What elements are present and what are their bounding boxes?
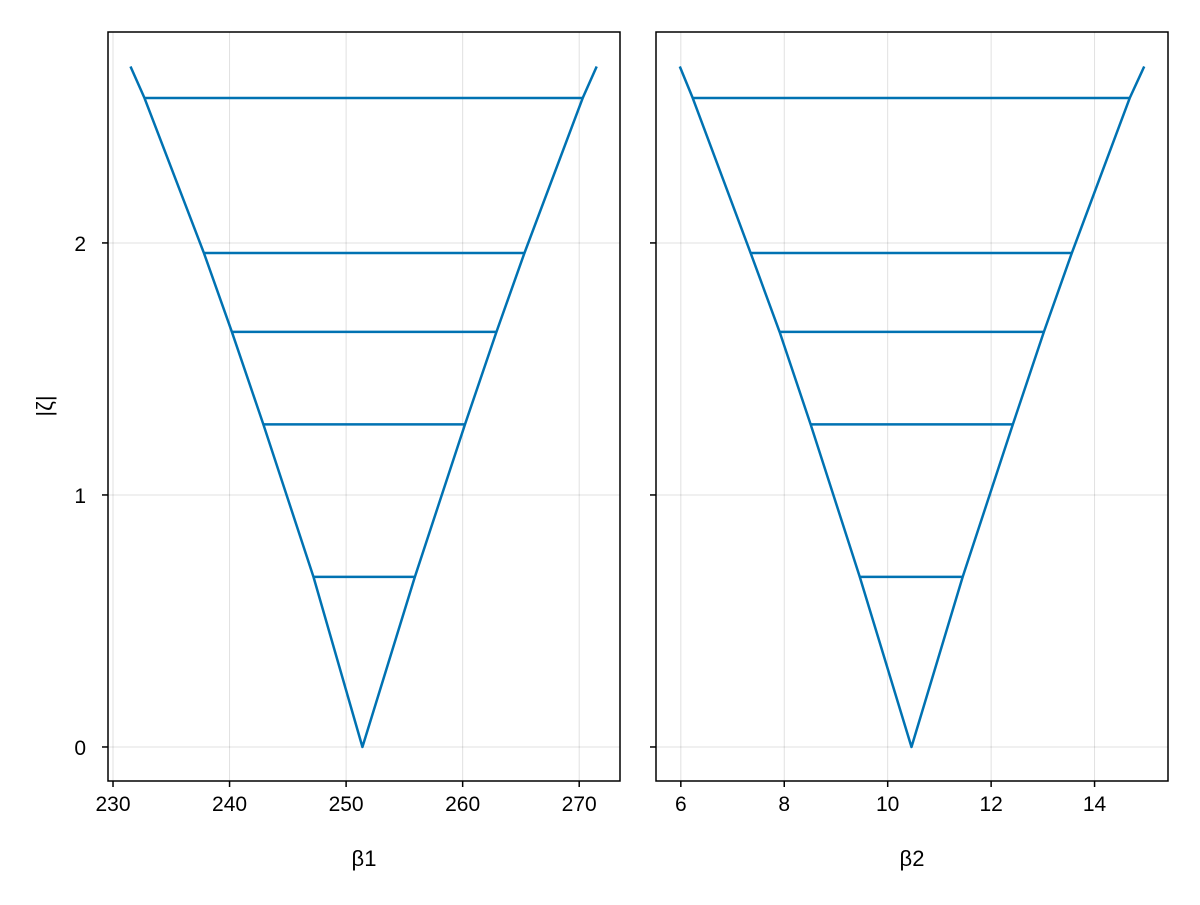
y-tick-label: 1 <box>74 485 86 508</box>
y-axis-label: |ζ| <box>32 395 57 416</box>
v-curve <box>678 66 1146 749</box>
panel-beta2: 6 8 10 12 14 <box>650 31 1169 816</box>
panel-beta1: 230 240 250 260 270 0 1 2 <box>74 31 621 816</box>
x-tick-label: 12 <box>979 793 1002 816</box>
x-tick-label: 14 <box>1083 793 1107 816</box>
v-curve <box>129 66 598 749</box>
x-tick-label: 250 <box>329 793 364 816</box>
x-axis-label-beta1: β1 <box>352 846 377 871</box>
x-tick-label: 10 <box>876 793 899 816</box>
y-tick-label: 2 <box>74 233 86 256</box>
x-tick-label: 6 <box>675 793 687 816</box>
x-tick-label: 8 <box>778 793 790 816</box>
axes-frame <box>655 31 1169 782</box>
x-tick-label: 230 <box>95 793 130 816</box>
x-tick-label: 240 <box>212 793 247 816</box>
x-tick-label: 270 <box>562 793 597 816</box>
x-axis-label-beta2: β2 <box>900 846 925 871</box>
axes-frame <box>107 31 621 782</box>
y-tick-label: 0 <box>74 737 86 760</box>
x-tick-label: 260 <box>445 793 480 816</box>
